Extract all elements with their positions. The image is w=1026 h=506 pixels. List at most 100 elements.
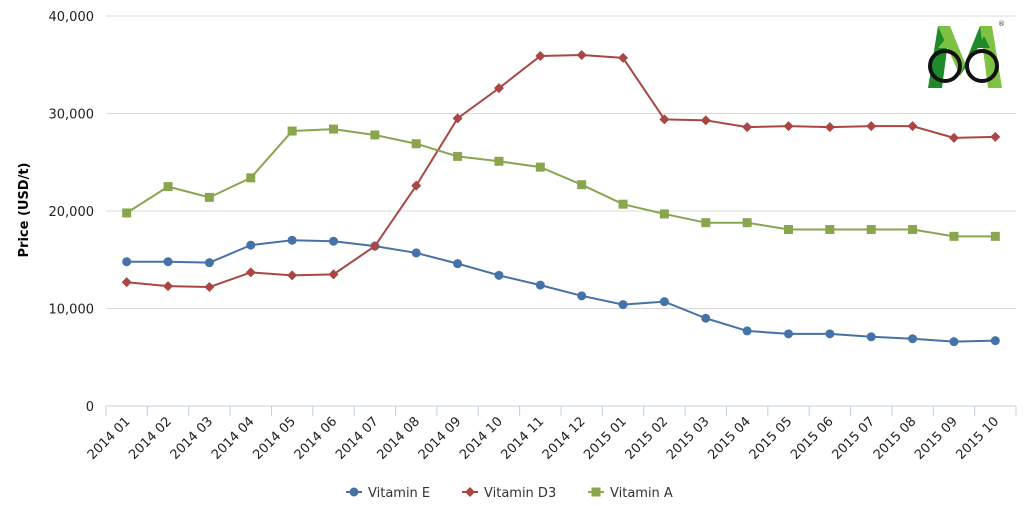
x-tick-label: 2015 04	[705, 414, 754, 463]
x-tick-label: 2014 02	[126, 414, 175, 463]
data-point[interactable]	[493, 83, 504, 94]
x-tick-label: 2014 07	[333, 414, 382, 463]
data-point[interactable]	[908, 225, 918, 235]
data-point[interactable]	[121, 277, 132, 288]
data-point[interactable]	[287, 126, 297, 136]
data-point[interactable]	[618, 52, 629, 63]
data-point[interactable]	[453, 259, 463, 269]
x-tick-label: 2014 10	[457, 414, 506, 463]
data-point[interactable]	[494, 270, 504, 280]
data-point[interactable]	[576, 50, 587, 60]
y-axis-ticks: 0 10,000 20,000 30,000 40,000	[49, 10, 95, 415]
data-point[interactable]	[825, 329, 835, 339]
cmc-logo: ®	[928, 20, 1005, 88]
data-point[interactable]	[287, 235, 297, 245]
series-group	[121, 50, 1001, 347]
data-point[interactable]	[948, 132, 959, 143]
x-tick-label: 2015 05	[747, 414, 796, 463]
data-point[interactable]	[246, 240, 256, 250]
data-point[interactable]	[535, 50, 546, 61]
data-point[interactable]	[742, 122, 753, 133]
y-tick-label: 0	[86, 400, 94, 415]
data-point[interactable]	[369, 241, 380, 252]
legend-item[interactable]: Vitamin E	[346, 486, 430, 501]
registered-mark: ®	[998, 20, 1005, 28]
data-point[interactable]	[204, 258, 214, 268]
data-point[interactable]	[824, 122, 835, 133]
x-tick-label: 2014 12	[540, 414, 589, 463]
legend-marker	[349, 487, 359, 497]
data-point[interactable]	[577, 291, 587, 301]
data-point[interactable]	[287, 270, 298, 281]
y-tick-label: 40,000	[49, 10, 95, 25]
data-point[interactable]	[494, 156, 504, 166]
data-point[interactable]	[122, 208, 132, 218]
data-point[interactable]	[370, 130, 380, 140]
series-vitamin-e	[122, 235, 1000, 347]
legend[interactable]: Vitamin E Vitamin D3 Vitamin A	[346, 486, 673, 501]
data-point[interactable]	[908, 334, 918, 344]
data-point[interactable]	[453, 151, 463, 161]
x-tick-label: 2014 01	[85, 414, 134, 463]
y-axis-label: Price (USD/t)	[17, 163, 32, 258]
data-point[interactable]	[990, 231, 1000, 241]
legend-marker	[465, 487, 475, 497]
data-point[interactable]	[700, 115, 711, 126]
data-point[interactable]	[535, 280, 545, 290]
data-point[interactable]	[866, 225, 876, 235]
x-tick-label: 2014 08	[374, 414, 423, 463]
data-point[interactable]	[990, 131, 1001, 142]
legend-marker	[591, 487, 601, 497]
data-point[interactable]	[659, 114, 670, 125]
data-point[interactable]	[246, 173, 256, 183]
data-point[interactable]	[742, 326, 752, 336]
data-point[interactable]	[245, 267, 256, 278]
data-point[interactable]	[783, 121, 794, 132]
data-point[interactable]	[618, 300, 628, 310]
data-point[interactable]	[204, 282, 215, 293]
data-point[interactable]	[618, 199, 628, 209]
data-point[interactable]	[163, 257, 173, 267]
series-vitamin-d3	[121, 50, 1001, 293]
data-point[interactable]	[411, 180, 422, 191]
x-tick-label: 2015 01	[581, 414, 630, 463]
data-point[interactable]	[122, 257, 132, 267]
data-point[interactable]	[949, 231, 959, 241]
data-point[interactable]	[329, 124, 338, 134]
data-point[interactable]	[411, 139, 421, 149]
data-point[interactable]	[163, 281, 174, 292]
data-point[interactable]	[163, 182, 173, 192]
legend-item[interactable]: Vitamin D3	[462, 486, 556, 501]
data-point[interactable]	[907, 121, 918, 132]
data-point[interactable]	[411, 248, 421, 258]
data-point[interactable]	[452, 113, 463, 124]
data-point[interactable]	[784, 225, 793, 235]
data-point[interactable]	[701, 218, 711, 228]
y-tick-label: 10,000	[49, 303, 95, 318]
x-tick-label: 2014 03	[168, 414, 217, 463]
data-point[interactable]	[204, 192, 214, 202]
x-tick-label: 2014 06	[292, 414, 341, 463]
x-tick-label: 2015 10	[954, 414, 1003, 463]
data-point[interactable]	[328, 269, 339, 280]
x-tick-label: 2014 09	[416, 414, 465, 463]
data-point[interactable]	[825, 225, 835, 235]
data-point[interactable]	[701, 313, 711, 323]
x-tick-label: 2015 08	[871, 414, 920, 463]
data-point[interactable]	[866, 332, 876, 342]
legend-item[interactable]: Vitamin A	[588, 486, 673, 501]
data-point[interactable]	[742, 218, 752, 228]
data-point[interactable]	[577, 180, 587, 190]
data-point[interactable]	[990, 336, 1000, 346]
data-point[interactable]	[784, 329, 793, 339]
data-point[interactable]	[866, 121, 877, 132]
series-vitamin-a	[122, 124, 1000, 241]
data-point[interactable]	[535, 162, 545, 172]
data-point[interactable]	[949, 337, 959, 347]
data-point[interactable]	[659, 209, 669, 219]
data-point[interactable]	[329, 236, 338, 246]
legend-label: Vitamin E	[368, 486, 430, 501]
data-point[interactable]	[659, 297, 669, 307]
